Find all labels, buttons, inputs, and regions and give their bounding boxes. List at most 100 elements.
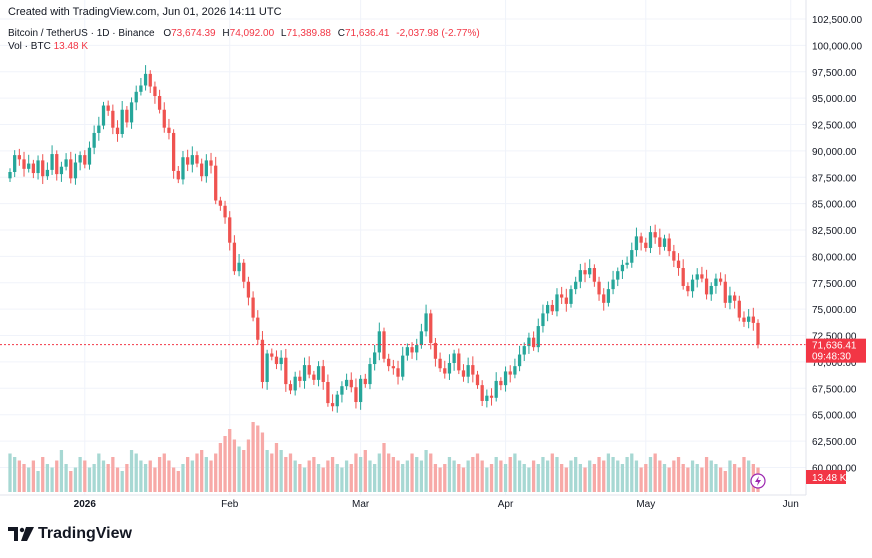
volume-bar [602, 460, 606, 492]
volume-bar [489, 464, 494, 492]
volume-bar [443, 464, 447, 492]
volume-bar [200, 450, 204, 492]
volume-bar [368, 460, 372, 492]
candle [550, 299, 554, 315]
symbol-title[interactable]: Bitcoin / TetherUS · 1D · Binance [8, 28, 155, 39]
candle [181, 151, 185, 185]
volume-bar [499, 460, 503, 492]
candle [732, 291, 737, 309]
candle [616, 267, 620, 287]
volume-bar [536, 464, 540, 492]
volume-bar [284, 457, 288, 492]
flash-icon[interactable] [750, 473, 766, 489]
y-tick-label: 65,000.00 [812, 411, 857, 422]
x-tick-label: May [636, 499, 655, 510]
candle [653, 224, 657, 244]
volume-bar [64, 464, 68, 492]
volume-bar [312, 457, 316, 492]
volume-bar [461, 467, 466, 492]
volume-bar [527, 467, 531, 492]
volume-bar [274, 443, 279, 492]
y-tick-label: 67,500.00 [812, 384, 857, 395]
volume-bar [162, 453, 166, 492]
volume-bar [560, 464, 564, 492]
volume-bar [186, 457, 190, 492]
volume-bar [616, 460, 620, 492]
candle [452, 349, 456, 371]
price-axis[interactable]: 102,500.00 100,000.00 97,500.00 95,000.00 92… [805, 0, 862, 495]
candle [508, 365, 512, 383]
volume-bar [391, 457, 395, 492]
candle [97, 116, 101, 141]
candle [176, 165, 180, 184]
volume-bar [340, 467, 344, 492]
volume-bar [639, 467, 643, 492]
volume-bar [433, 464, 438, 492]
candle [27, 154, 31, 173]
volume-bar [611, 457, 615, 492]
candle [517, 345, 522, 372]
volume-bar [564, 467, 568, 492]
brand-footer[interactable]: TradingView [8, 525, 132, 543]
volume-bar [569, 460, 573, 492]
candle [358, 375, 363, 410]
volume-bar [50, 467, 54, 492]
candle [709, 282, 713, 301]
volume-bar [648, 457, 653, 492]
candle [503, 366, 508, 392]
candle [667, 233, 671, 257]
volume-bar [574, 457, 578, 492]
last-volume-value: 13.48 K [812, 473, 847, 484]
candle [700, 266, 704, 283]
candle [298, 370, 302, 388]
y-tick-label: 90,000.00 [812, 147, 857, 158]
candle [620, 259, 625, 279]
volume-bar [676, 457, 681, 492]
time-axis[interactable]: 2026 Feb Mar Apr May Jun [0, 494, 806, 510]
candle [391, 359, 395, 375]
candle [405, 343, 410, 361]
candle [438, 352, 442, 372]
volume-bar [17, 460, 21, 492]
volume-bar [148, 460, 152, 492]
candle [101, 101, 106, 130]
volume-bar [111, 457, 115, 492]
candle [424, 304, 428, 337]
volume-bar [125, 464, 129, 492]
candle [363, 373, 367, 388]
y-tick-label: 87,500.00 [812, 173, 857, 184]
candle [718, 272, 723, 286]
candle [648, 225, 653, 254]
candle [658, 228, 662, 255]
candle [368, 357, 372, 390]
y-tick-label: 92,500.00 [812, 121, 857, 132]
candle [288, 380, 293, 395]
candle [284, 348, 288, 392]
volume-bar [447, 457, 452, 492]
volume-bar [167, 460, 171, 492]
volume-bar [190, 460, 194, 492]
candle [527, 332, 531, 354]
volume-bar [41, 457, 45, 492]
candle [756, 319, 760, 349]
candle [31, 159, 36, 179]
open-label: O [163, 28, 172, 39]
y-tick-label: 70,000.00 [812, 358, 857, 369]
volume-bar [747, 460, 751, 492]
candle [349, 372, 353, 393]
candle [59, 161, 64, 182]
volume-bar [405, 460, 410, 492]
volume-bar [83, 460, 87, 492]
candle [232, 235, 237, 275]
volume-bar [545, 460, 550, 492]
volume-bar [513, 453, 517, 492]
volume-bar [302, 467, 307, 492]
volume-bar [279, 450, 283, 492]
last-price-label: 71,636.41 09:48:30 [806, 338, 866, 363]
candle [55, 150, 59, 181]
candle [377, 322, 381, 361]
volume-bar [36, 471, 40, 492]
volume-bar [485, 467, 489, 492]
close-label: C [337, 28, 345, 39]
